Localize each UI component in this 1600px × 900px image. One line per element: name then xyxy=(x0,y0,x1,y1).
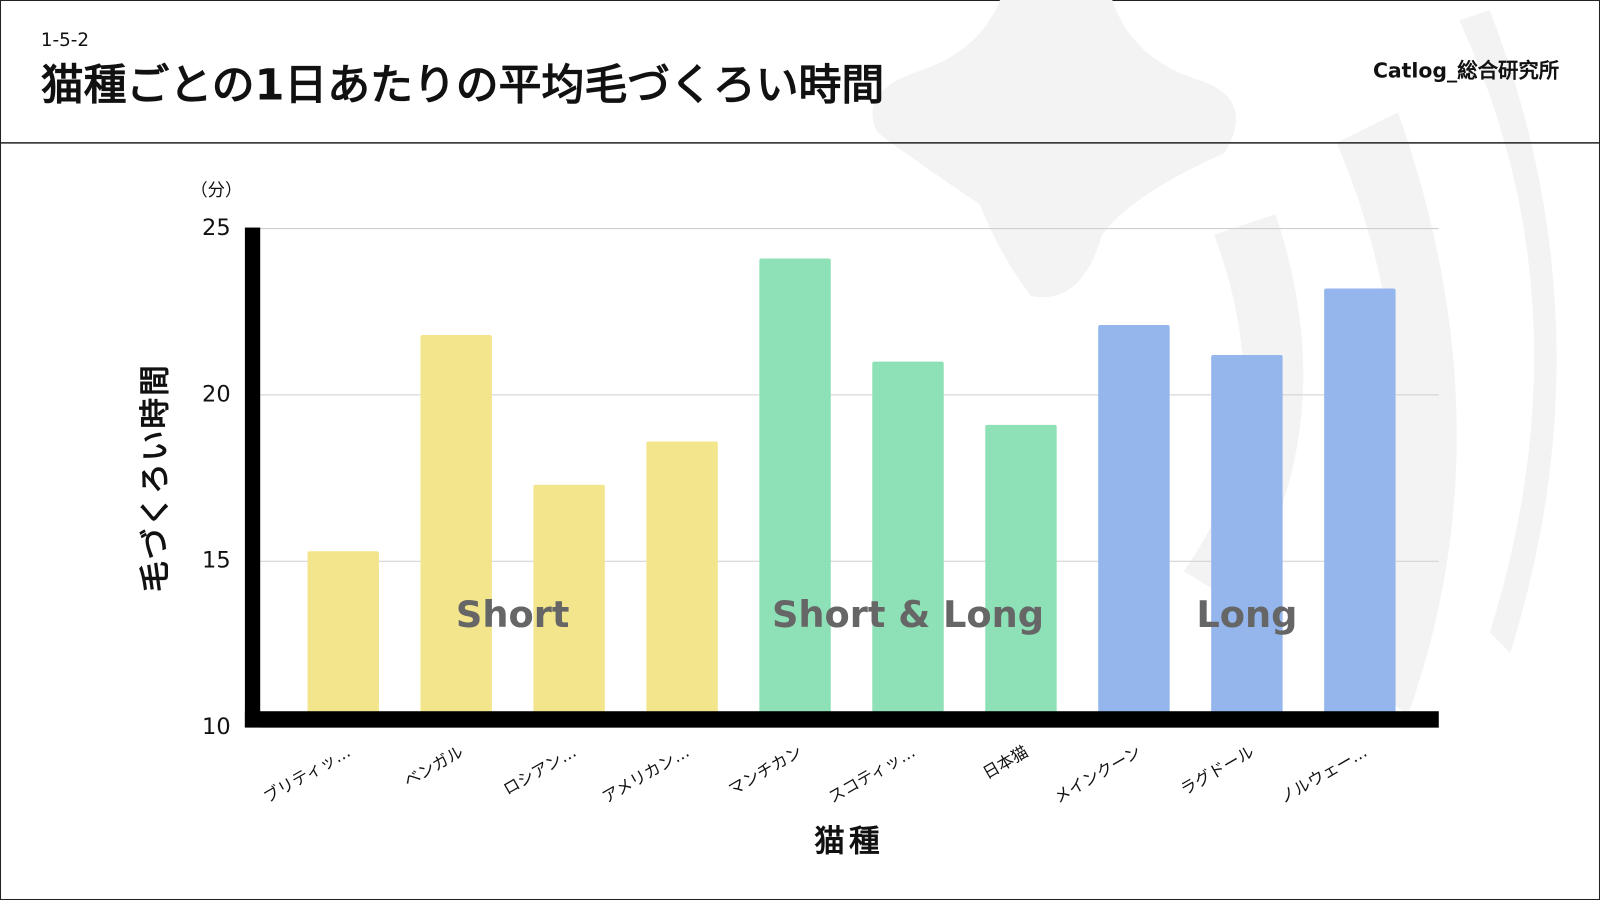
bar xyxy=(985,424,1057,728)
y-tick-label: 25 xyxy=(202,215,231,241)
bar xyxy=(646,441,718,728)
section-number: 1-5-2 xyxy=(41,30,89,51)
group-label: Short & Long xyxy=(772,593,1044,636)
brand: Catlog_総合研究所 xyxy=(1373,58,1559,82)
bar xyxy=(533,484,605,728)
bar xyxy=(1098,325,1170,728)
bar xyxy=(872,361,944,728)
bars xyxy=(307,258,1396,728)
y-tick-label: 10 xyxy=(202,714,231,740)
y-axis-title: 毛づくろい時間 xyxy=(139,363,174,592)
group-label: Long xyxy=(1196,593,1297,636)
x-axis-line xyxy=(244,711,1439,728)
x-axis-title: 猫種 xyxy=(814,824,883,859)
y-tick-label: 20 xyxy=(202,381,231,407)
y-tick-label: 15 xyxy=(202,548,231,574)
bar xyxy=(1324,288,1396,728)
unit-label: （分） xyxy=(190,181,242,201)
bar xyxy=(307,551,379,728)
bar xyxy=(420,335,492,728)
bar xyxy=(759,258,831,728)
bar xyxy=(1211,354,1283,728)
group-label: Short xyxy=(456,593,569,636)
y-axis-line xyxy=(244,227,261,728)
slide-title: 猫種ごとの1日あたりの平均毛づくろい時間 xyxy=(41,60,884,110)
